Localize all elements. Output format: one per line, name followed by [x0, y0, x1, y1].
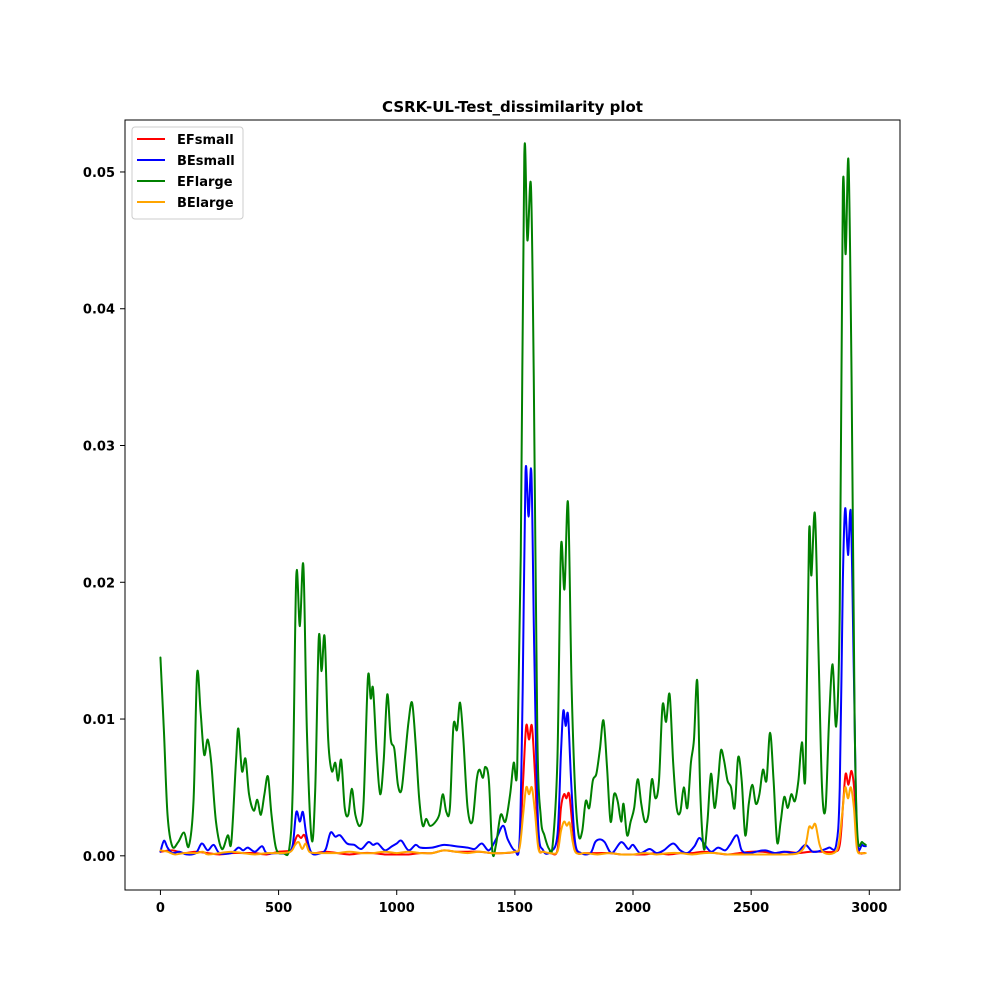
x-tick-label: 2000 [615, 901, 651, 916]
y-tick-label: 0.03 [83, 440, 115, 455]
y-tick-label: 0.01 [83, 713, 115, 728]
y-tick-label: 0.05 [83, 166, 115, 181]
series-line-besmall [159, 465, 867, 856]
y-axis: 0.00 0.01 0.02 0.03 0.04 0.05 [83, 166, 125, 865]
series-line-belarge [159, 785, 867, 856]
x-axis: 0 500 1000 1500 2000 2500 3000 [156, 890, 887, 916]
series-layer [159, 142, 867, 858]
legend-box [131, 126, 244, 220]
chart-title: CSRK-UL-Test_dissimilarity plot [382, 98, 643, 116]
x-tick-label: 500 [265, 901, 292, 916]
legend-label-besmall: BEsmall [177, 154, 235, 169]
x-tick-label: 1000 [379, 901, 415, 916]
legend: EFsmall BEsmall EFlarge BElarge [131, 126, 244, 220]
series-line-eflarge [159, 142, 867, 858]
plot-frame [124, 119, 901, 891]
legend-label-efsmall: EFsmall [177, 133, 234, 148]
y-tick-label: 0.04 [83, 303, 115, 318]
x-tick-label: 1500 [497, 901, 533, 916]
x-tick-label: 2500 [733, 901, 769, 916]
x-tick-label: 3000 [851, 901, 887, 916]
legend-label-eflarge: EFlarge [177, 175, 233, 190]
legend-label-belarge: BElarge [177, 196, 234, 211]
x-tick-label: 0 [156, 901, 165, 916]
y-tick-label: 0.02 [83, 576, 115, 591]
y-tick-label: 0.00 [83, 850, 115, 865]
